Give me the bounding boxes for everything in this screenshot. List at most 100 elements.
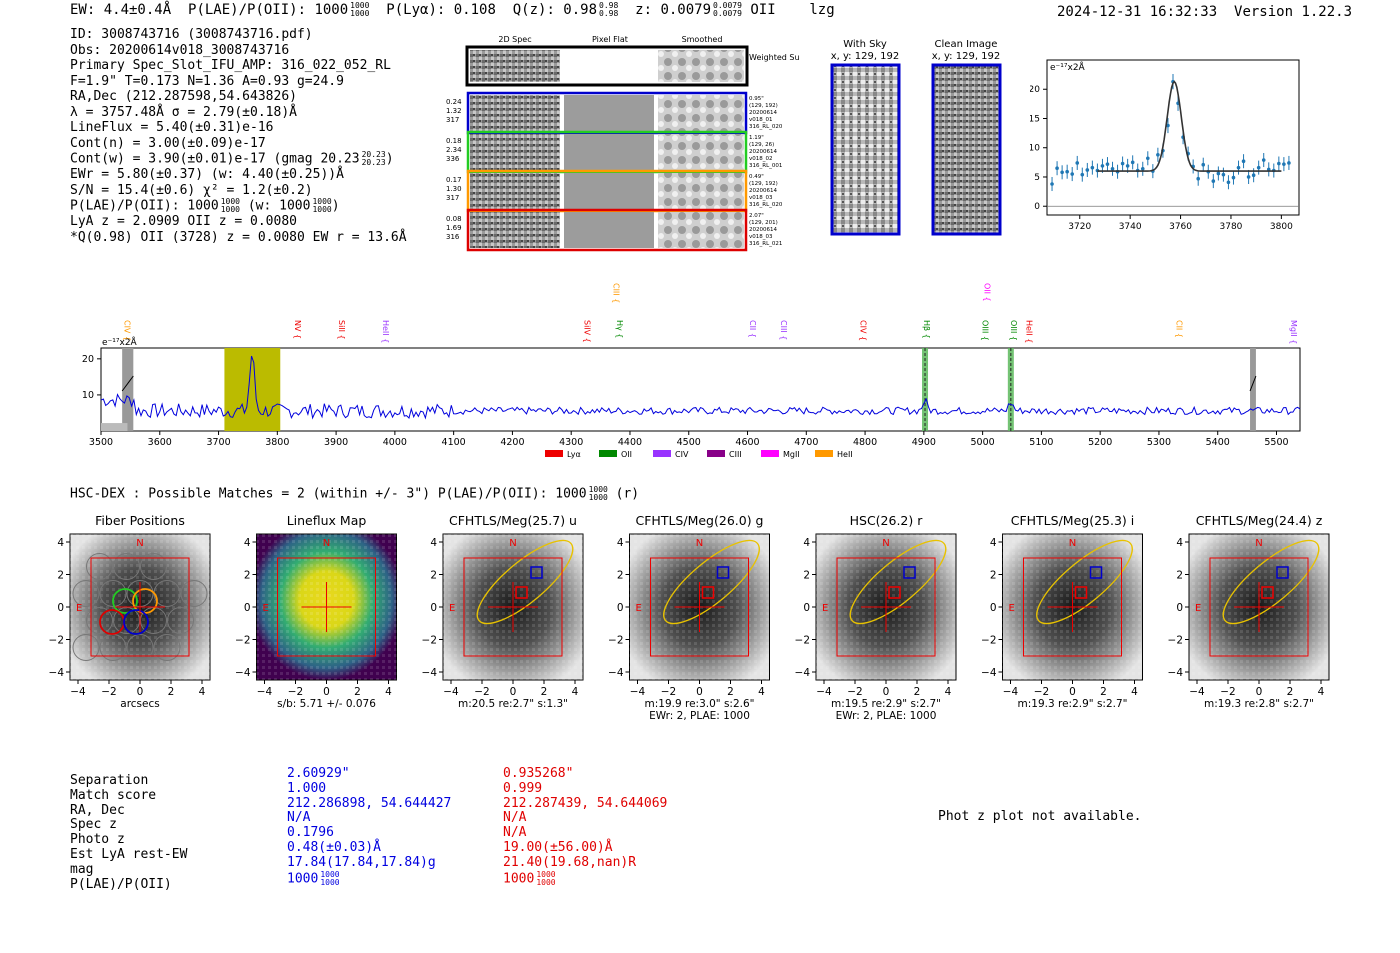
header-z-fraction: 0.0079 0.0079 bbox=[713, 1, 742, 18]
emission-line-label: SiIV { bbox=[583, 320, 592, 343]
fit-data-point bbox=[1221, 172, 1226, 177]
fiber-circle bbox=[86, 553, 113, 580]
fit-data-point bbox=[1196, 176, 1200, 181]
weighted-sum-smoothed bbox=[658, 50, 744, 82]
fit-data-point bbox=[1211, 179, 1216, 183]
spectrum-xtick-label: 4600 bbox=[735, 437, 759, 448]
spectrum-axes: 3500 3600 3700 3800 3900 4000 4100 4200 4300 4400… bbox=[82, 354, 1289, 448]
panel-xtick-label: 2 bbox=[914, 686, 921, 698]
fit-data-point bbox=[1080, 172, 1085, 177]
emission-line-label: HeII { bbox=[381, 320, 390, 343]
fit-data-point bbox=[1060, 170, 1064, 175]
cutout-right-label: 0.49" bbox=[749, 174, 764, 180]
panel-ytick-label: 0 bbox=[803, 602, 810, 614]
info-lineflux: LineFlux = 5.40(±0.31)e-16 bbox=[70, 120, 274, 135]
timestamp: 2024-12-31 16:32:33 bbox=[1057, 4, 1218, 20]
col-pixel-flat-title: Pixel Flat bbox=[592, 35, 628, 44]
cutout-left-label: 1.69 bbox=[446, 224, 462, 232]
panel-ytick-label: −4 bbox=[1168, 667, 1184, 679]
fiber-circle bbox=[140, 553, 167, 580]
fit-xtick-label: 3780 bbox=[1220, 222, 1243, 232]
aperture-box bbox=[836, 557, 936, 657]
match-box-red bbox=[1074, 586, 1088, 599]
panel-caption-2: EWr: 2, PLAE: 1000 bbox=[649, 710, 750, 722]
separation-value: 0.999 bbox=[503, 780, 543, 796]
panel-ytick-label: 4 bbox=[1176, 537, 1183, 549]
cutout-right-label: 316_RL_021 bbox=[749, 241, 782, 247]
panel-caption: m:19.9 re:3.0" s:2.6" bbox=[645, 698, 755, 710]
panel-xtick-label: 2 bbox=[1100, 686, 1107, 698]
emission-line-label: CIII { bbox=[612, 283, 621, 303]
cutout-right-label: (129, 192) bbox=[749, 103, 778, 109]
spectrum-masked-region bbox=[122, 348, 134, 431]
fit-plot-points bbox=[1050, 74, 1291, 192]
cutout-left-label: 316 bbox=[446, 233, 460, 241]
aperture-box bbox=[90, 557, 190, 657]
panel-xtick-label: −4 bbox=[443, 686, 459, 698]
fit-ytick-label: 20 bbox=[1030, 85, 1040, 95]
info-lya-z: LyA z = 2.0909 OII z = 0.0080 bbox=[70, 214, 297, 229]
spectrum-xtick-label: 5200 bbox=[1088, 437, 1112, 448]
panel-xtick-label: 2 bbox=[1287, 686, 1294, 698]
match-box-blue bbox=[903, 566, 916, 579]
legend-swatch bbox=[707, 450, 725, 457]
panel-xtick-label: 2 bbox=[354, 686, 361, 698]
east-label: E bbox=[1195, 603, 1201, 614]
panel-xtick-label: 4 bbox=[1131, 686, 1138, 698]
fiber-circle bbox=[86, 607, 113, 634]
fit-gaussian-curve bbox=[1097, 80, 1282, 172]
emission-line-label: CII { bbox=[748, 320, 757, 338]
separation-value: 0.935268" bbox=[503, 766, 574, 781]
fit-data-point bbox=[1251, 173, 1256, 178]
cutout-right-label: 0.95" bbox=[749, 96, 764, 102]
fit-data-point bbox=[1130, 160, 1135, 165]
panel-xtick-label: −2 bbox=[661, 686, 676, 698]
panel-caption: arcsecs bbox=[120, 698, 159, 710]
col-2d-spec-title: 2D Spec bbox=[498, 35, 531, 44]
panel-title: CFHTLS/Meg(24.4) z bbox=[1196, 513, 1323, 528]
fit-xtick-label: 3760 bbox=[1169, 222, 1192, 232]
fit-data-point bbox=[1120, 161, 1125, 166]
spectrum-xtick-label: 4300 bbox=[559, 437, 583, 448]
fiber-cutouts: 2D Spec Pixel Flat Smoothed Weighted Sum… bbox=[446, 35, 800, 252]
panel-caption: m:19.5 re:2.9" s:2.7" bbox=[831, 698, 941, 710]
fit-data-point bbox=[1226, 180, 1231, 185]
fit-data-point bbox=[1266, 167, 1271, 172]
panel-xtick-label: −2 bbox=[1220, 686, 1235, 698]
panel-ytick-label: 2 bbox=[990, 570, 997, 582]
legend-label: CIII bbox=[729, 450, 742, 459]
panel-ytick-label: −2 bbox=[1168, 635, 1183, 647]
cutout-left-label: 336 bbox=[446, 155, 460, 163]
imaging-panels: Fiber Positions N E −4 −4 −2 −2 0 0 2 2 4 4 arcsecs Li… bbox=[49, 513, 1330, 722]
header-flag: lzg bbox=[809, 2, 835, 18]
panel-xtick-label: 0 bbox=[323, 686, 330, 698]
separation-value: 212.286898, 54.644427 bbox=[287, 795, 452, 811]
panel-xtick-label: −2 bbox=[101, 686, 116, 698]
cutout-pixel-flat bbox=[564, 212, 654, 248]
fit-data-point bbox=[1100, 164, 1105, 168]
panel-ytick-label: 4 bbox=[990, 537, 997, 549]
fit-data-point bbox=[1050, 182, 1054, 186]
separation-label: Separation bbox=[70, 773, 149, 788]
separation-label: mag bbox=[70, 861, 94, 877]
clean-image-title: Clean Image bbox=[935, 39, 998, 50]
panel-ytick-label: −4 bbox=[981, 667, 997, 679]
panel-caption: m:19.3 re:2.8" s:2.7" bbox=[1204, 698, 1314, 710]
fit-data-point bbox=[1156, 152, 1160, 157]
match-box-blue bbox=[1276, 566, 1289, 579]
info-lambda-sigma: λ = 3757.48Å σ = 2.79(±0.18)Å bbox=[70, 104, 297, 120]
emission-line-label: MgII { bbox=[1289, 320, 1298, 344]
cutout-smoothed bbox=[658, 95, 744, 131]
info-q-oii: *Q(0.98) OII (3728) z = 0.0080 EW r = 13… bbox=[70, 229, 407, 245]
fit-ytick-label: 5 bbox=[1034, 173, 1040, 183]
north-label: N bbox=[696, 538, 703, 549]
cutout-right-label: 316_RL_020 bbox=[749, 124, 783, 130]
match-box-red bbox=[1261, 586, 1274, 599]
match-box-red bbox=[701, 586, 715, 599]
panel-xtick-label: −2 bbox=[847, 686, 862, 698]
fiber-highlight-circle bbox=[112, 588, 138, 614]
spectrum-masked-region bbox=[1250, 348, 1256, 431]
panel-ytick-label: 4 bbox=[430, 537, 437, 549]
emission-line-label: OIII { bbox=[1009, 320, 1018, 341]
spectrum-xtick-label: 5300 bbox=[1147, 437, 1171, 448]
